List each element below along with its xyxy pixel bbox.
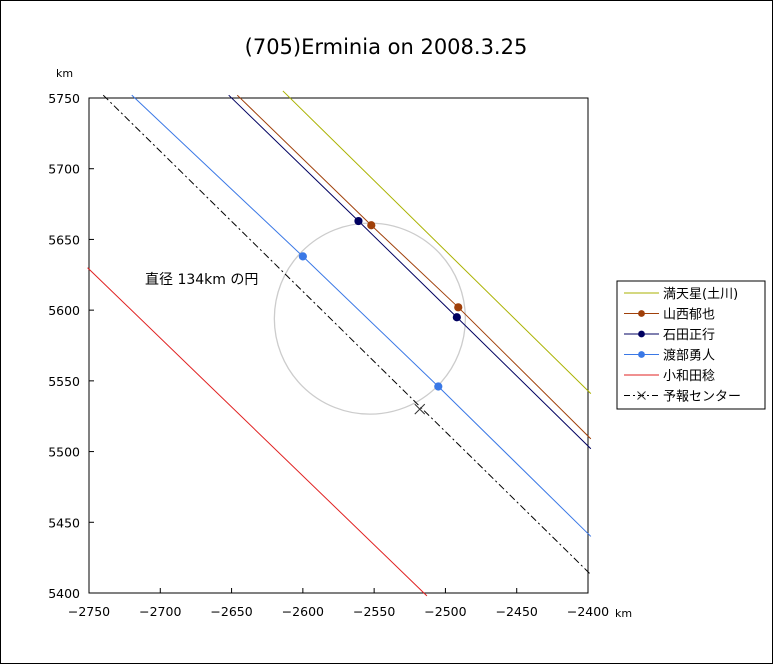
legend-item: 石田正行 [624,328,715,343]
legend-swatch-marker [637,391,646,400]
series-point-3 [452,313,461,322]
legend-label: 石田正行 [663,328,715,343]
series-point-4 [298,252,307,261]
y-tick-label: 5750 [48,91,80,106]
legend-label: 小和田稔 [663,369,715,384]
legend-item: 渡部勇人 [624,348,715,364]
series-line-3 [228,94,592,450]
x-tick-label: −2500 [424,604,466,619]
forecast-center-marker [414,403,426,415]
y-tick-label: 5650 [48,232,80,247]
series-point-3 [354,216,363,226]
x-stroke [414,403,426,415]
legend-item: 小和田稔 [624,369,715,384]
x-tick-label: −2400 [567,604,609,619]
x-tick-label: −2450 [496,604,538,619]
legend-label: 予報センター [663,390,741,405]
series-line-2 [236,94,592,440]
y-axis-unit: km [56,67,73,80]
x-tick-label: −2600 [282,604,324,619]
y-tick-label: 5700 [48,162,80,177]
legend-item: 満天星(土川) [624,287,738,302]
x-axis-unit: km [615,607,632,620]
legend-swatch-marker [638,310,645,317]
x-tick-label: −2700 [139,604,181,619]
legend-item: 予報センター [624,390,741,405]
series-point-4 [434,382,443,391]
series-line-5 [87,267,428,597]
legend-item: 山西郁也 [624,308,715,323]
series-line-1 [282,90,592,394]
legend-label: 渡部勇人 [663,348,715,364]
plot-border [88,97,589,594]
series-point-2 [367,221,376,230]
series-point-2 [454,303,463,312]
chart-title: (705)Erminia on 2008.3.25 [245,35,528,59]
y-tick-label: 5450 [48,515,80,530]
series-line-4 [131,94,592,537]
y-tick-label: 5500 [48,445,80,460]
legend-swatch-marker [638,330,645,338]
legend-swatch-marker [638,351,645,358]
y-tick-label: 5600 [48,303,80,318]
y-tick-labels: 5400 5450 5500 5550 5600 5650 5700 5750 [48,91,80,601]
x-tick-label: −2750 [68,604,110,619]
series-line-6 [102,94,592,575]
x-tick-label: −2650 [210,604,252,619]
plot-area [87,90,592,597]
legend-label: 満天星(土川) [663,287,738,302]
y-tick-label: 5550 [48,374,80,389]
legend-label: 山西郁也 [663,308,715,323]
y-tick-label: 5400 [48,586,80,601]
x-tick-labels: −2750 −2700 −2650 −2600 −2550 −2500 −2450 −2400 [68,604,609,619]
circle-annotation: 直径 134km の円 [145,271,258,288]
x-tick-label: −2550 [353,604,395,619]
data-layer [87,90,592,597]
tick-marks [88,97,589,594]
legend-box [616,280,766,410]
